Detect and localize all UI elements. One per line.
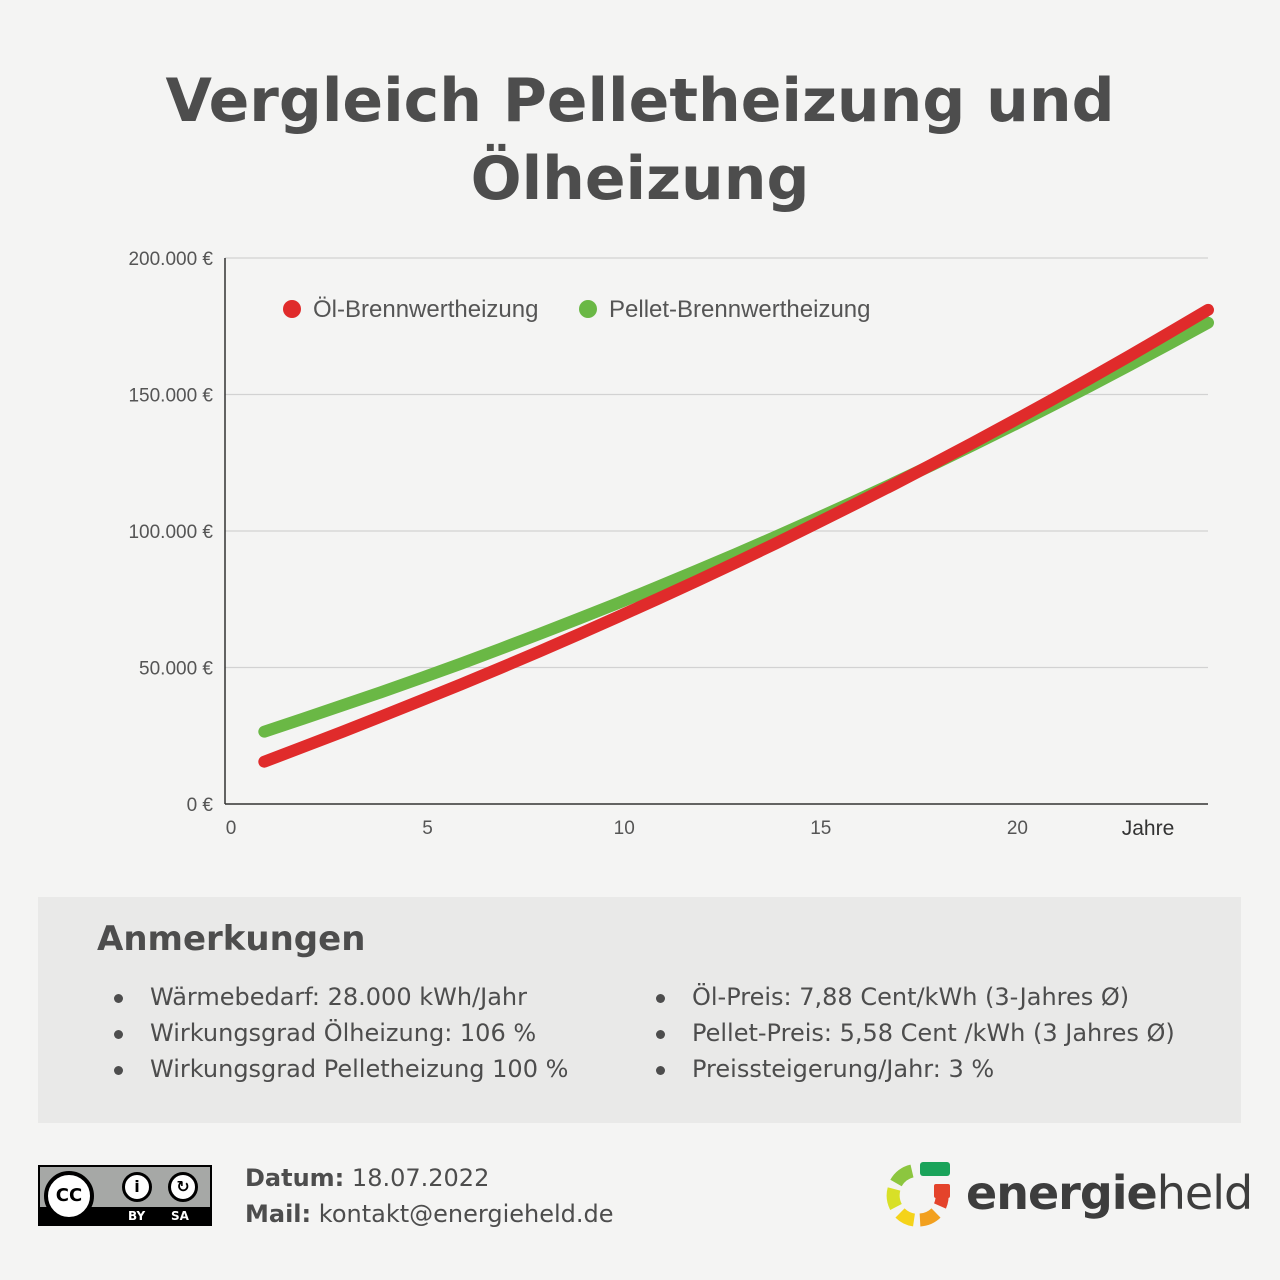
energieheld-logo[interactable]: energieheld — [884, 1160, 1253, 1230]
brand-mark-icon — [886, 1162, 950, 1227]
legend-label: Pellet-Brennwertheizung — [609, 296, 870, 323]
line-chart: 0 € 50.000 € 100.000 € 150.000 € 200.000 € 0 5… — [128, 249, 1214, 840]
y-tick-label: 0 € — [187, 795, 214, 816]
by-person-icon: i — [122, 1172, 152, 1202]
note-item: Öl-Preis: 7,88 Cent/kWh (3-Jahres Ø) — [656, 979, 1175, 1015]
y-tick-label: 50.000 € — [139, 659, 213, 680]
by-label: BY — [128, 1209, 146, 1223]
notes-list-right: Öl-Preis: 7,88 Cent/kWh (3-Jahres Ø) Pel… — [656, 979, 1175, 1087]
notes-list-left: Wärmebedarf: 28.000 kWh/Jahr Wirkungsgra… — [114, 979, 568, 1087]
note-item: Pellet-Preis: 5,58 Cent /kWh (3 Jahres Ø… — [656, 1015, 1175, 1051]
x-tick-label: 10 — [614, 818, 635, 839]
x-tick-label: 0 — [226, 818, 237, 839]
footer-meta: Datum: 18.07.2022 Mail: kontakt@energieh… — [245, 1160, 614, 1232]
date-label: Datum: — [245, 1164, 345, 1192]
note-item: Wirkungsgrad Pelletheizung 100 % — [114, 1051, 568, 1087]
legend-marker — [579, 300, 597, 318]
note-item: Preissteigerung/Jahr: 3 % — [656, 1051, 1175, 1087]
mail-label: Mail: — [245, 1200, 312, 1228]
y-tick-label: 100.000 € — [128, 522, 213, 543]
y-tick-label: 200.000 € — [128, 249, 213, 270]
page-title: Vergleich Pelletheizung und Ölheizung — [165, 66, 1115, 214]
mail-line: Mail: kontakt@energieheld.de — [245, 1196, 614, 1232]
legend-marker — [283, 300, 301, 318]
cc-license-badge[interactable]: CC i ↻ BY SA — [38, 1165, 212, 1226]
series-line — [258, 316, 1214, 738]
x-tick-label: 20 — [1007, 818, 1028, 839]
x-tick-label: 5 — [422, 818, 433, 839]
y-tick-label: 150.000 € — [128, 386, 213, 407]
note-item: Wärmebedarf: 28.000 kWh/Jahr — [114, 979, 568, 1015]
cc-icon: CC — [44, 1171, 94, 1221]
share-alike-icon: ↻ — [168, 1172, 198, 1202]
x-axis-label: Jahre — [1122, 817, 1175, 840]
notes-panel: Anmerkungen Wärmebedarf: 28.000 kWh/Jahr… — [38, 897, 1241, 1123]
x-tick-label: 15 — [810, 818, 831, 839]
date-line: Datum: 18.07.2022 — [245, 1160, 614, 1196]
legend-label: Öl-Brennwertheizung — [313, 296, 538, 323]
notes-heading: Anmerkungen — [97, 919, 366, 959]
brand-wordmark: energieheld — [966, 1166, 1253, 1220]
series-line — [258, 303, 1214, 768]
note-item: Wirkungsgrad Ölheizung: 106 % — [114, 1015, 568, 1051]
date-value: 18.07.2022 — [351, 1164, 490, 1192]
mail-link[interactable]: kontakt@energieheld.de — [318, 1200, 614, 1228]
sa-label: SA — [171, 1209, 189, 1223]
